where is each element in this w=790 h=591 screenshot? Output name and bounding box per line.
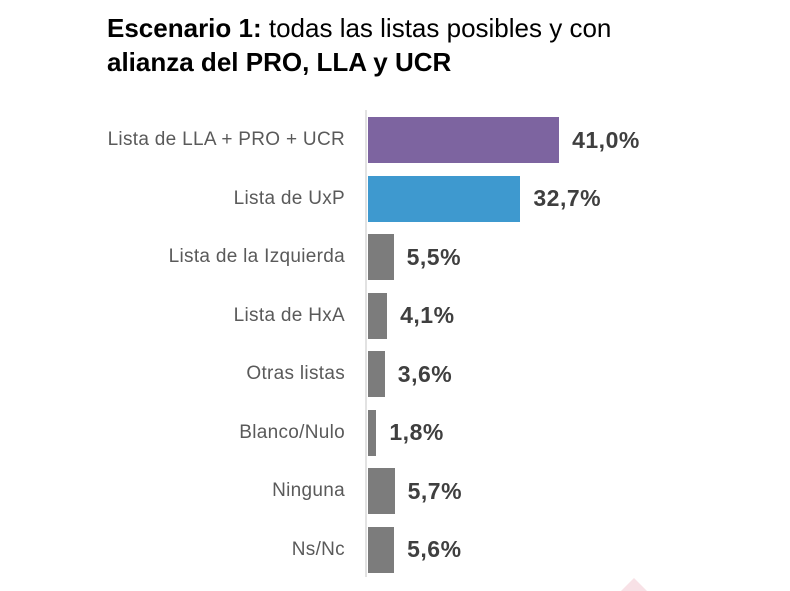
value-label: 41,0% (572, 126, 640, 153)
chart-row: Lista de la Izquierda 5,5% (0, 234, 790, 280)
bar (368, 351, 385, 397)
bar (368, 175, 521, 222)
bar-rows: Lista de LLA + PRO + UCR 41,0% Lista de Ux… (0, 117, 790, 573)
chart-row: Ninguna 5,7% (0, 468, 790, 514)
bar (368, 292, 388, 339)
chart-title: Escenario 1: todas las listas posibles y… (107, 11, 727, 79)
axis-baseline (365, 110, 367, 577)
value-label: 1,8% (389, 419, 444, 445)
chart-row: Ns/Nc 5,6% (0, 526, 790, 573)
chart-row: Lista de LLA + PRO + UCR 41,0% (0, 117, 790, 163)
chart-row: Otras listas 3,6% (0, 351, 790, 397)
chart-row: Lista de HxA 4,1% (0, 292, 790, 339)
category-label: Blanco/Nulo (239, 421, 345, 443)
category-label: Lista de la Izquierda (168, 246, 345, 267)
value-label: 5,7% (407, 477, 463, 504)
bar (368, 526, 395, 573)
value-label: 3,6% (397, 360, 453, 387)
bar (368, 468, 395, 514)
category-label: Ninguna (272, 480, 345, 501)
value-label: 5,6% (407, 536, 462, 562)
chart-title-line2: alianza del PRO, LLA y UCR (107, 47, 452, 77)
category-label: Lista de LLA + PRO + UCR (107, 129, 345, 150)
decorative-triangle (621, 578, 647, 591)
value-label: 4,1% (400, 302, 455, 328)
bar (368, 117, 560, 163)
bar (368, 409, 377, 456)
bar (368, 234, 394, 280)
chart-title-prefix: Escenario 1: (107, 13, 262, 43)
chart-row: Blanco/Nulo 1,8% (0, 409, 790, 456)
category-label: Lista de UxP (233, 187, 345, 209)
category-label: Otras listas (246, 363, 345, 384)
value-label: 5,5% (406, 243, 462, 270)
bar-chart: Lista de LLA + PRO + UCR 41,0% Lista de Ux… (0, 110, 790, 577)
chart-title-rest: todas las listas posibles y con (261, 13, 612, 43)
category-label: Lista de HxA (233, 304, 345, 326)
category-label: Ns/Nc (291, 538, 345, 560)
value-label: 32,7% (533, 185, 602, 211)
chart-row: Lista de UxP 32,7% (0, 175, 790, 222)
